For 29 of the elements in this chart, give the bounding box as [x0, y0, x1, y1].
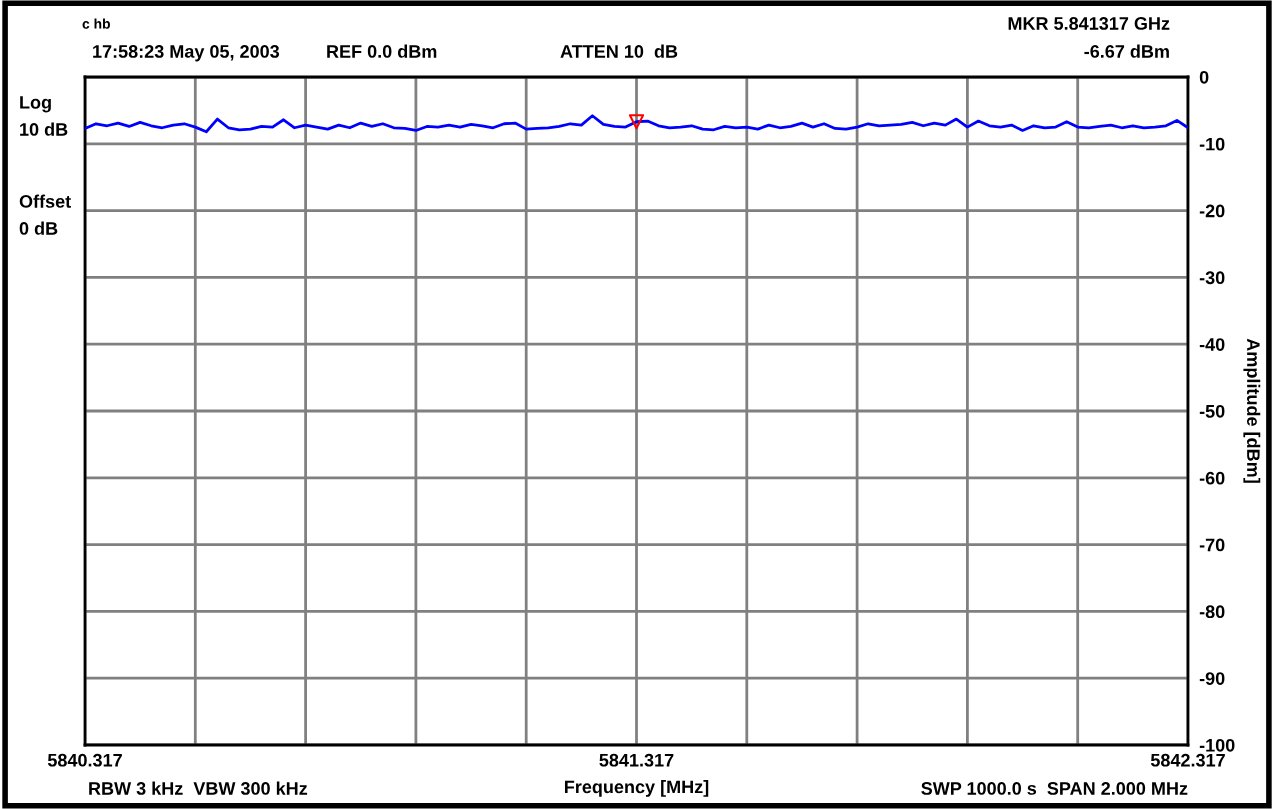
- text: ATTEN 10 dB: [560, 44, 678, 58]
- x-tick-label: 5841.317: [599, 753, 674, 767]
- y-tick-label: -100: [1199, 738, 1235, 752]
- y-tick-label: -10: [1199, 137, 1225, 151]
- y-tick-label: -20: [1199, 204, 1225, 218]
- y-tick-label: -90: [1199, 672, 1225, 685]
- text: 0 dB: [19, 221, 58, 235]
- text: Offset: [19, 194, 71, 208]
- y-tick-label: -40: [1199, 338, 1225, 351]
- y-axis-title: Amplitude [dBm]: [1243, 338, 1261, 483]
- y-tick-label: 0: [1199, 70, 1209, 84]
- y-tick-label: -50: [1199, 404, 1225, 418]
- line-series: [85, 114, 1188, 134]
- text: 17:58:23 May 05, 2003: [93, 45, 280, 62]
- y-tick-label: -60: [1199, 471, 1225, 485]
- text: Log: [20, 96, 51, 113]
- x-tick-label: 5840.317: [47, 753, 122, 767]
- text: MKR 5.841317 GHz: [1008, 17, 1170, 30]
- y-tick-label: -30: [1199, 271, 1225, 285]
- x-axis-title: Frequency [MHz]: [564, 780, 709, 797]
- text: -6.67 dBm: [1084, 44, 1169, 58]
- text: SWP 1000.0 s SPAN 2.000 MHz: [921, 782, 1188, 795]
- text: 10 dB: [20, 122, 68, 136]
- text: RBW 3 kHz VBW 300 kHz: [89, 781, 308, 795]
- y-tick-label: -80: [1199, 605, 1225, 619]
- x-tick-label: 5842.317: [1150, 753, 1225, 767]
- y-tick-label: -70: [1199, 538, 1225, 552]
- text: REF 0.0 dBm: [327, 44, 437, 58]
- text: c hb: [82, 18, 110, 29]
